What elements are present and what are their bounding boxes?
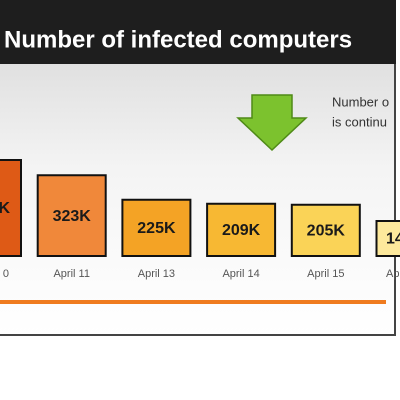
- x-tick-label: April 14: [222, 268, 259, 280]
- bar: [290, 203, 361, 257]
- bar: [206, 202, 277, 257]
- bar: [36, 174, 107, 257]
- annotation: Number o: [332, 94, 389, 109]
- value-label: 14: [386, 231, 400, 248]
- x-tick-label: April 13: [138, 268, 175, 280]
- x-tick-label: April 11: [53, 268, 89, 280]
- panel-edge: [0, 334, 396, 336]
- value-label: 225K: [137, 220, 176, 237]
- x-tick-label: 0: [3, 268, 9, 280]
- value-label: 323K: [53, 208, 92, 225]
- annotation: is continu: [332, 114, 387, 129]
- title-bar: [0, 0, 396, 64]
- bar: [375, 220, 400, 257]
- panel-edge: [394, 0, 396, 336]
- value-label: K: [0, 200, 10, 217]
- arrow: [236, 94, 308, 152]
- x-tick-label: April 15: [307, 268, 344, 280]
- value-label: 205K: [307, 223, 346, 240]
- value-label: 209K: [222, 222, 261, 239]
- x-tick-label: Apri: [386, 268, 400, 280]
- chart-title: Number of infected computers: [4, 26, 352, 53]
- bar: [121, 198, 192, 257]
- bar: [0, 159, 22, 257]
- baseline-stripe: [0, 300, 386, 304]
